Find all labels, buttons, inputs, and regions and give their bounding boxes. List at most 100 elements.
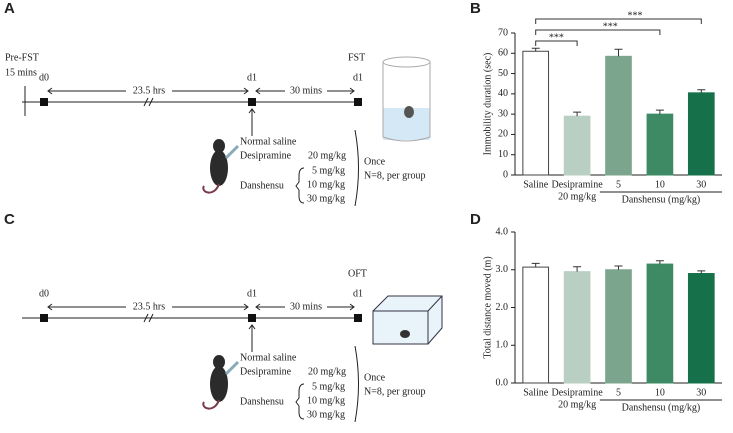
interval-label-bg xyxy=(126,85,172,97)
error-bar xyxy=(614,265,623,270)
significance-bracket xyxy=(535,18,702,24)
y-tick-label: 3.0 xyxy=(496,264,509,275)
syringe xyxy=(224,144,240,160)
day-marker xyxy=(40,98,48,106)
error-bar xyxy=(573,111,582,117)
day-label: d0 xyxy=(39,288,49,299)
day-marker xyxy=(40,314,48,322)
significance-bracket xyxy=(535,29,661,35)
pre-duration: 15 mins xyxy=(5,67,37,78)
mouse-head xyxy=(213,139,225,153)
interval-label-bg xyxy=(126,301,172,313)
mouse-body xyxy=(210,366,228,402)
x-tick-label: 30 xyxy=(696,179,706,190)
y-tick-label: 50 xyxy=(498,68,508,79)
day-label: d0 xyxy=(39,72,49,83)
pre-label: Pre-FST xyxy=(5,52,39,63)
panel-label: D xyxy=(470,211,481,228)
interval-label: 30 mins xyxy=(290,85,322,96)
treatment: Desipramine xyxy=(240,366,292,377)
y-tick-label: 40 xyxy=(498,88,508,99)
time-break xyxy=(143,313,154,323)
bar xyxy=(522,266,550,384)
panel-label: C xyxy=(4,211,15,228)
significance-label: *** xyxy=(549,32,564,43)
dose: 30 mg/kg xyxy=(307,409,345,420)
mouse-box xyxy=(400,330,410,338)
y-tick-label: 0.0 xyxy=(496,377,509,388)
bar xyxy=(646,263,674,384)
significance-bracket xyxy=(535,40,578,46)
injection-arrow xyxy=(248,108,256,136)
group-label: Danshensu (mg/kg) xyxy=(622,194,701,205)
bracket xyxy=(354,129,359,207)
x-tick-label: Saline xyxy=(523,387,549,398)
y-tick-label: 1.0 xyxy=(496,340,509,351)
significance-label: *** xyxy=(628,10,643,21)
bar xyxy=(687,273,715,384)
y-tick-label: 60 xyxy=(498,48,508,59)
dose: 20 mg/kg xyxy=(308,366,346,377)
error-bar xyxy=(697,89,706,93)
dose: 5 mg/kg xyxy=(312,381,345,392)
y-tick-label: 0 xyxy=(503,169,508,180)
error-bar xyxy=(697,270,706,274)
x-tick-label: 10 xyxy=(655,179,665,190)
mouse-tail xyxy=(202,183,220,194)
bar xyxy=(563,115,591,176)
interval-label: 30 mins xyxy=(290,301,322,312)
day-label: d1 xyxy=(247,288,257,299)
cylinder xyxy=(382,62,431,142)
bar xyxy=(563,271,591,384)
dose-label: 20 mg/kg xyxy=(558,399,596,410)
panel-label: A xyxy=(4,0,15,17)
x-tick-label: 10 xyxy=(655,387,665,398)
error-bar xyxy=(614,48,623,57)
treatment: Danshensu xyxy=(240,180,284,191)
mouse-swim xyxy=(404,106,414,118)
treatment: Danshensu xyxy=(240,396,284,407)
mouse-head xyxy=(213,355,225,369)
day-label: d1 xyxy=(353,288,363,299)
treatment: Desipramine xyxy=(240,150,292,161)
y-tick-label: 70 xyxy=(498,27,508,38)
mouse-tail xyxy=(202,399,220,410)
dose: 5 mg/kg xyxy=(312,165,345,176)
x-tick-label: Desipramine xyxy=(552,387,604,398)
day-label: d1 xyxy=(353,72,363,83)
x-tick-label: 5 xyxy=(616,387,621,398)
brace xyxy=(295,383,305,420)
panel-label: B xyxy=(470,0,481,17)
bar xyxy=(605,55,632,176)
bar xyxy=(687,92,715,176)
error-bar xyxy=(531,262,540,268)
box xyxy=(372,295,443,345)
error-bar xyxy=(655,109,664,115)
bar xyxy=(522,50,550,176)
x-tick-label: Saline xyxy=(523,179,549,190)
mouse-body xyxy=(210,150,228,186)
x-tick-label: Desipramine xyxy=(552,179,604,190)
timeline-diagram: Pre-FST 15 mins d0 d1 d1 23.5 hrs 30 mins FST No… xyxy=(5,52,431,207)
y-tick-label: 30 xyxy=(498,108,508,119)
interval-label-bg xyxy=(285,301,327,313)
test-label: FST xyxy=(348,52,365,63)
test-label: OFT xyxy=(348,268,367,279)
syringe xyxy=(224,360,240,376)
dose: 30 mg/kg xyxy=(307,193,345,204)
y-axis-label: Immobility duration (sec) xyxy=(482,53,493,156)
significance-label: *** xyxy=(603,21,618,32)
error-bar xyxy=(531,47,540,52)
bracket xyxy=(354,345,359,423)
x-tick-label: 5 xyxy=(616,179,621,190)
bar xyxy=(605,269,632,384)
treatment: Normal saline xyxy=(240,136,297,147)
y-tick-label: 2.0 xyxy=(496,302,509,313)
group-label: Danshensu (mg/kg) xyxy=(622,402,701,413)
day-marker xyxy=(354,314,362,322)
interval-label: 23.5 hrs xyxy=(133,85,165,96)
y-tick-label: 20 xyxy=(498,129,508,140)
dose: 10 mg/kg xyxy=(307,179,345,190)
dose: 20 mg/kg xyxy=(308,150,346,161)
y-tick-label: 10 xyxy=(498,149,508,160)
